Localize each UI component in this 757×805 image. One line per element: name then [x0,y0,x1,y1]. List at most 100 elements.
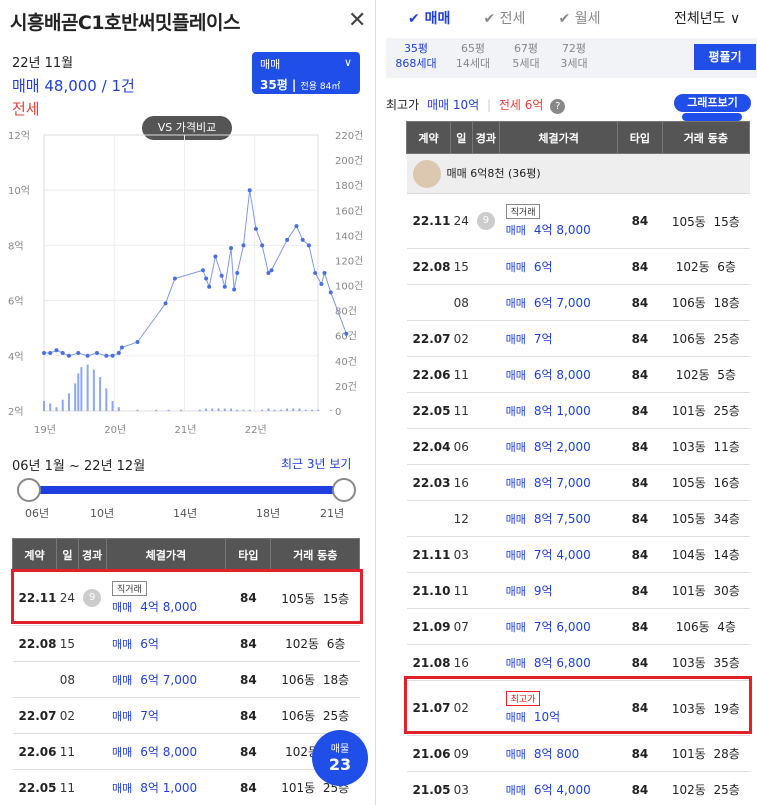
column-header[interactable]: 일 [55,538,79,571]
vs-compare-button[interactable]: VS 가격비교 [142,116,232,140]
size-option[interactable]: 67평 5세대 [504,41,548,71]
high-jeonse-value: 전세 6억 [498,98,544,112]
size-option[interactable]: 72평 3세대 [552,41,596,71]
dong: 101동 [671,404,706,418]
table-row[interactable]: 22.05 11 매매 8억 1,000 84 101동 25층 [12,769,360,805]
high-label: 최고가 [386,98,420,112]
table-row[interactable]: 21.06 09 매매 8억 800 84 101동 28층 [406,735,750,772]
range-slider-start-handle[interactable] [17,478,41,502]
pyeong-toggle-button[interactable]: 평풀기 [694,44,756,70]
price-point [116,351,121,356]
table-row[interactable]: 22.11 24 9 직거래 매매 4억 8,000 84 105동 15층 [12,570,360,626]
type-size-selector[interactable]: 매매 ∨ 35평 | 전용 84㎡ [252,52,360,94]
dong: 102동 [675,368,710,382]
trade-kind: 매매 [505,748,526,761]
price-point [200,268,205,273]
floor: 16층 [713,476,740,490]
price-cell: 매매 6억 8,000 [106,733,226,770]
table-row[interactable]: 22.03 16 매매 8억 7,000 84 105동 16층 [406,464,750,501]
price-cell: 매매 8억 1,000 [106,769,226,805]
price-cell: 매매 8억 7,500 [499,500,618,537]
contract-date: 22.06 [12,733,57,770]
table-row[interactable]: 22.11 24 9 직거래 매매 4억 8,000 84 105동 15층 [406,193,750,249]
agent-listing-row[interactable]: 매매 6억8천 (36평) [406,153,750,194]
table-row[interactable]: 21.07 02 최고가 매매 10억 84 103동 19층 [406,680,750,736]
y2-tick-label: 40건 [335,356,357,368]
column-header[interactable]: 경과 [77,538,107,571]
close-icon[interactable]: ✕ [348,8,367,33]
table-row[interactable]: 08 매매 6억 7,000 84 106동 18층 [12,661,360,698]
dong: 104동 [671,548,706,562]
slider-tick: 21년 [320,507,345,520]
contract-day: 24 [56,570,79,626]
size-option[interactable]: 35평 868세대 [394,41,438,71]
tab-jeonse[interactable]: ✔ 전세 [483,11,526,27]
fab-label: 매물 [330,744,350,755]
contract-date [406,500,451,537]
table-row[interactable]: 21.11 03 매매 7억 4,000 84 104동 14층 [406,536,750,573]
size-option[interactable]: 65평 14세대 [451,41,495,71]
column-header[interactable]: 계약 [12,538,57,571]
tab-sale[interactable]: ✔ 매매 [408,11,451,27]
column-header[interactable]: 거래 동층 [661,121,751,154]
volume-bar [111,400,114,411]
contract-date: 22.11 [12,570,57,626]
graph-view-button[interactable]: 그래프보기 [674,94,751,112]
table-row[interactable]: 22.07 02 매매 7억 84 106동 25층 [406,320,750,357]
volume-bar [86,364,89,411]
size-units: 5세대 [512,57,540,70]
price-cell: 매매 8억 800 [499,735,618,772]
column-header[interactable]: 경과 [471,121,501,154]
trade-kind: 매매 [505,333,526,346]
column-header[interactable]: 타입 [225,538,272,571]
year-filter[interactable]: 전체년도 ∨ [674,8,740,28]
table-row[interactable]: 08 매매 6억 7,000 84 106동 18층 [406,284,750,321]
trade-kind: 매매 [112,601,133,614]
help-icon[interactable]: ? [550,99,566,114]
table-row[interactable]: 22.04 06 매매 8억 2,000 84 103동 11층 [406,428,750,465]
dong-floor: 104동 14층 [662,536,750,573]
table-row[interactable]: 22.08 15 매매 6억 84 102동 6층 [12,625,360,662]
partial-button[interactable] [682,113,742,121]
table-row[interactable]: 22.05 11 매매 8억 1,000 84 101동 25층 [406,392,750,429]
table-row[interactable]: 21.05 03 매매 6억 4,000 84 102동 25층 [406,771,750,805]
volume-bar [105,388,108,411]
table-row[interactable]: 22.08 15 매매 6억 84 102동 6층 [406,248,750,285]
dong-floor: 106동 25층 [270,697,360,734]
unit-type: 84 [617,464,663,501]
column-header[interactable]: 일 [449,121,473,154]
table-row[interactable]: 21.08 16 매매 8억 6,800 84 103동 35층 [406,644,750,681]
column-header[interactable]: 타입 [617,121,663,154]
size-pyeong: 35평 [403,42,429,55]
tab-monthly[interactable]: ✔ 월세 [558,11,601,27]
column-header[interactable]: 체결가격 [499,121,619,154]
contract-date: 21.05 [406,771,451,805]
unit-type: 84 [225,570,271,626]
trade-kind: 매매 [112,710,133,723]
trade-kind: 매매 [505,784,526,797]
trade-price: 8억 6,800 [533,656,591,670]
column-header[interactable]: 계약 [406,121,451,154]
volume-bar [273,409,276,411]
volume-bar [198,409,201,411]
range-slider-end-handle[interactable] [332,478,356,502]
range-slider-track[interactable] [28,486,344,494]
volume-bar [67,393,70,411]
listings-fab[interactable]: 매물 23 [312,730,368,786]
trade-tag: 직거래 [112,581,147,596]
volume-bar [117,407,120,411]
table-row[interactable]: 21.10 11 매매 9억 84 101동 30층 [406,572,750,609]
column-header[interactable]: 체결가격 [105,538,227,571]
column-header[interactable]: 거래 동층 [270,538,360,571]
recent-3y-link[interactable]: 최근 3년 보기 [281,457,352,471]
table-row[interactable]: 22.07 02 매매 7억 84 106동 25층 [12,697,360,734]
table-row[interactable]: 21.09 07 매매 7억 6,000 84 106동 4층 [406,608,750,645]
price-point [322,271,327,275]
contract-day: 11 [450,572,473,609]
trade-price: 6억 4,000 [533,783,591,797]
price-point [48,351,53,356]
contract-date: 22.11 [406,193,451,249]
table-row[interactable]: 12 매매 8억 7,500 84 105동 34층 [406,500,750,537]
